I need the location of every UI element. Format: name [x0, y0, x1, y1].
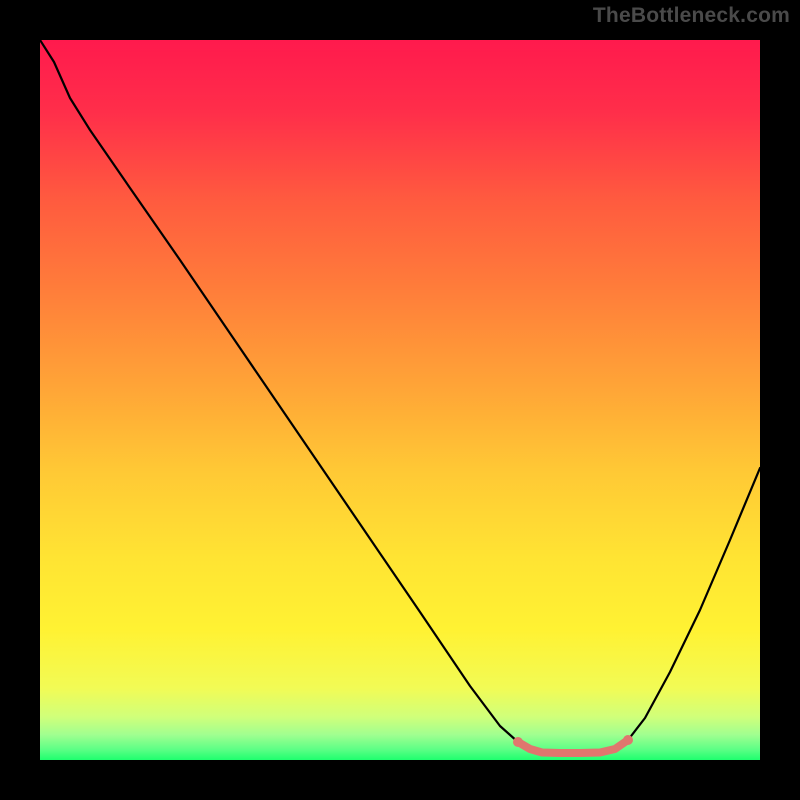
optimal-range-highlight	[518, 740, 628, 753]
plot-area	[40, 40, 760, 760]
curve-layer	[40, 40, 760, 760]
highlight-end-dot	[623, 735, 633, 745]
chart-container: TheBottleneck.com	[0, 0, 800, 800]
bottleneck-curve	[40, 40, 760, 753]
highlight-start-dot	[513, 737, 523, 747]
watermark-label: TheBottleneck.com	[593, 4, 790, 28]
